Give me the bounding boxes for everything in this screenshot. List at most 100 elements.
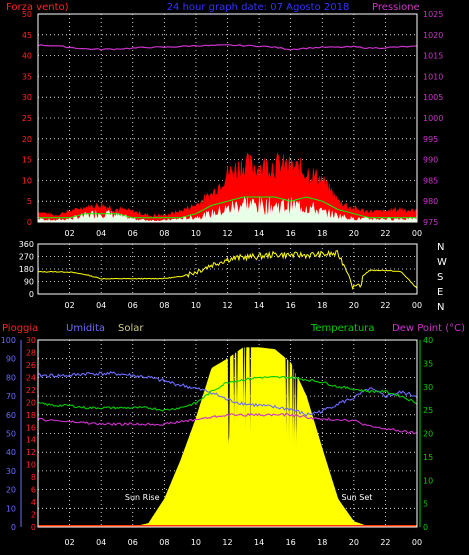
direction-y-tick: 360	[19, 240, 34, 249]
pressure-y-tick: 975	[423, 218, 438, 227]
x-tick-label: 20	[349, 538, 359, 547]
wind-y-tick: 50	[22, 10, 32, 19]
x-tick-label: 06	[128, 229, 138, 238]
pressure-y-tick: 1025	[423, 10, 443, 19]
wind-panel-frame	[37, 13, 418, 223]
wind-trend-line	[38, 196, 417, 219]
x-tick-label: 10	[191, 538, 201, 547]
wind-y-tick: 35	[22, 72, 32, 81]
direction-y-tick: 0	[29, 290, 34, 299]
x-tick-label: 04	[96, 229, 106, 238]
humidity-y-tick: 30	[6, 467, 16, 476]
x-tick-label: 20	[349, 301, 359, 310]
x-tick-label: 14	[254, 229, 264, 238]
x-tick-label: 08	[159, 538, 169, 547]
rain-y-tick: 4	[31, 498, 36, 507]
wind-y-tick: 15	[22, 156, 32, 165]
direction-panel-frame	[37, 243, 418, 295]
lower-panel-frame	[37, 339, 418, 528]
pressure-y-tick: 1000	[423, 114, 443, 123]
wind-y-tick: 25	[22, 114, 32, 123]
rain-y-tick: 22	[26, 386, 36, 395]
x-tick-label: 12	[222, 301, 232, 310]
x-tick-label: 22	[380, 301, 390, 310]
rain-y-tick: 0	[31, 523, 36, 532]
x-tick-label: 18	[317, 538, 327, 547]
pressure-y-tick: 990	[423, 156, 438, 165]
rain-y-tick: 28	[26, 348, 36, 357]
direction-y-tick: 90	[24, 278, 34, 287]
x-tick-label: 16	[286, 301, 296, 310]
wind-direction-line	[37, 249, 418, 290]
compass-label: E	[437, 287, 443, 298]
humidity-line	[37, 371, 418, 417]
rain-y-tick: 8	[31, 473, 36, 482]
pressure-y-tick: 985	[423, 176, 438, 185]
wind-y-tick: 40	[22, 52, 32, 61]
temperature-line	[37, 375, 418, 412]
humidity-y-tick: 80	[6, 373, 16, 382]
wind-y-tick: 0	[27, 218, 32, 227]
humidity-y-tick: 0	[11, 523, 16, 532]
x-tick-label: 02	[64, 538, 74, 547]
x-tick-label: 04	[96, 538, 106, 547]
humidity-y-tick: 10	[6, 504, 16, 513]
x-tick-label: 22	[380, 229, 390, 238]
rain-y-tick: 18	[26, 411, 36, 420]
humidity-axis-title: Umidita	[66, 323, 105, 334]
x-tick-label: 18	[317, 301, 327, 310]
rain-y-tick: 14	[26, 436, 36, 445]
pressure-line	[37, 44, 418, 51]
rain-y-tick: 12	[26, 448, 36, 457]
humidity-y-tick: 70	[6, 392, 16, 401]
humidity-y-tick: 100	[1, 336, 16, 345]
x-tick-label: 02	[64, 301, 74, 310]
humidity-y-tick: 60	[6, 411, 16, 420]
wind-average-area	[37, 196, 418, 223]
wind-y-tick: 10	[22, 176, 32, 185]
pressure-y-tick: 1010	[423, 72, 443, 81]
x-tick-label: 00	[412, 538, 422, 547]
compass-label: S	[437, 272, 443, 283]
wind-y-tick: 20	[22, 135, 32, 144]
rain-y-tick: 2	[31, 511, 36, 520]
wind-gust-area	[37, 152, 418, 223]
sun-event-label: Sun Set	[342, 493, 373, 502]
dewpoint-axis-title: Dew Point (°C)	[392, 323, 465, 334]
humidity-y-tick: 40	[6, 448, 16, 457]
x-tick-label: 04	[96, 301, 106, 310]
sun-event-label: Sun Rise	[125, 493, 160, 502]
x-tick-label: 18	[317, 229, 327, 238]
x-tick-label: 22	[380, 538, 390, 547]
rain-y-tick: 6	[31, 486, 36, 495]
humidity-y-tick: 50	[6, 430, 16, 439]
x-tick-label: 06	[128, 301, 138, 310]
x-tick-label: 16	[286, 538, 296, 547]
pressure-y-tick: 1005	[423, 93, 443, 102]
x-tick-label: 14	[254, 538, 264, 547]
pressure-y-tick: 1020	[423, 31, 443, 40]
x-tick-label: 10	[191, 229, 201, 238]
wind-y-tick: 45	[22, 31, 32, 40]
dew-point-line	[37, 412, 418, 435]
pressure-axis-title: Pressione	[372, 2, 420, 13]
rain-y-tick: 16	[26, 423, 36, 432]
wind-axis-title: Forza vento)	[6, 2, 69, 13]
compass-label: N	[437, 242, 444, 253]
temperature-y-tick: 15	[423, 453, 433, 462]
x-tick-label: 00	[412, 229, 422, 238]
rain-y-tick: 10	[26, 461, 36, 470]
solar-axis-title: Solar	[118, 323, 144, 334]
temperature-y-tick: 10	[423, 476, 433, 485]
direction-y-tick: 180	[19, 265, 34, 274]
rain-y-tick: 20	[26, 398, 36, 407]
humidity-y-tick: 90	[6, 355, 16, 364]
pressure-y-tick: 980	[423, 197, 438, 206]
humidity-y-tick: 20	[6, 486, 16, 495]
temperature-y-tick: 5	[423, 500, 428, 509]
rain-y-tick: 30	[26, 336, 36, 345]
x-tick-label: 08	[159, 301, 169, 310]
x-tick-label: 00	[412, 301, 422, 310]
temperature-y-tick: 20	[423, 430, 433, 439]
